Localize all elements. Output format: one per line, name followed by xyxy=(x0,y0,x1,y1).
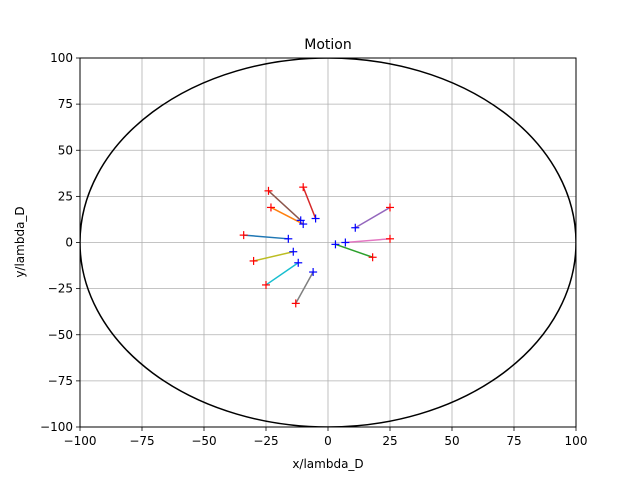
y-tick-label: −75 xyxy=(48,374,73,388)
y-tick-label: 0 xyxy=(65,236,73,250)
end-marker xyxy=(299,183,308,192)
x-tick-label: −100 xyxy=(64,434,97,448)
trajectory-line xyxy=(335,243,373,258)
x-tick-label: −75 xyxy=(129,434,154,448)
trajectory-line xyxy=(253,250,294,262)
trajectory-8 xyxy=(291,268,318,308)
y-tick-label: 50 xyxy=(58,143,73,157)
y-tick-label: 75 xyxy=(58,97,73,111)
end-marker xyxy=(262,280,270,289)
series-layer xyxy=(239,183,394,308)
trajectory-10 xyxy=(262,258,303,289)
y-tick-label: −100 xyxy=(40,420,73,434)
y-tick-label: −25 xyxy=(48,282,73,296)
y-tick-label: 25 xyxy=(58,189,73,203)
trajectory-4 xyxy=(299,183,320,223)
trajectory-line xyxy=(265,262,299,286)
trajectory-3 xyxy=(331,240,377,262)
chart-title: Motion xyxy=(304,37,351,53)
end-marker xyxy=(368,253,377,262)
start-marker xyxy=(284,234,293,243)
end-marker xyxy=(291,299,300,308)
x-tick-label: 0 xyxy=(324,434,332,448)
start-marker xyxy=(331,240,340,249)
trajectory-line xyxy=(295,271,314,304)
x-axis-label: x/lambda_D xyxy=(292,457,363,471)
x-tick-label: 100 xyxy=(565,434,588,448)
end-marker xyxy=(386,234,394,243)
trajectory-line xyxy=(243,234,289,240)
start-marker xyxy=(294,258,303,267)
end-marker xyxy=(249,256,258,265)
x-tick-label: −50 xyxy=(191,434,216,448)
trajectory-line xyxy=(270,206,304,225)
end-marker xyxy=(386,203,394,212)
y-tick-label: 100 xyxy=(50,51,73,65)
end-marker xyxy=(239,231,248,240)
end-marker xyxy=(264,186,273,195)
start-marker xyxy=(289,247,298,256)
x-axis-ticks: −100 −75 −50 −25 0 25 50 75 100 xyxy=(64,427,588,448)
x-tick-label: 25 xyxy=(382,434,397,448)
trajectory-7 xyxy=(341,234,394,247)
trajectory-line xyxy=(302,186,317,219)
y-tick-label: −50 xyxy=(48,328,73,342)
y-axis-ticks: −100 −75 −50 −25 0 25 50 75 100 xyxy=(40,51,80,434)
trajectory-6 xyxy=(264,186,305,225)
trajectory-line xyxy=(354,206,391,229)
x-tick-label: −25 xyxy=(253,434,278,448)
start-marker xyxy=(341,238,350,247)
x-tick-label: 75 xyxy=(506,434,521,448)
x-tick-label: 50 xyxy=(444,434,459,448)
trajectory-1 xyxy=(239,231,293,243)
trajectory-9 xyxy=(249,247,298,265)
trajectory-line xyxy=(267,190,302,221)
start-marker xyxy=(311,214,320,223)
trajectory-line xyxy=(345,238,391,244)
start-marker xyxy=(296,216,305,225)
trajectory-5 xyxy=(351,203,394,232)
y-axis-label: y/lambda_D xyxy=(13,206,27,277)
start-marker xyxy=(351,223,360,232)
end-marker xyxy=(266,203,275,212)
start-marker xyxy=(309,268,318,277)
